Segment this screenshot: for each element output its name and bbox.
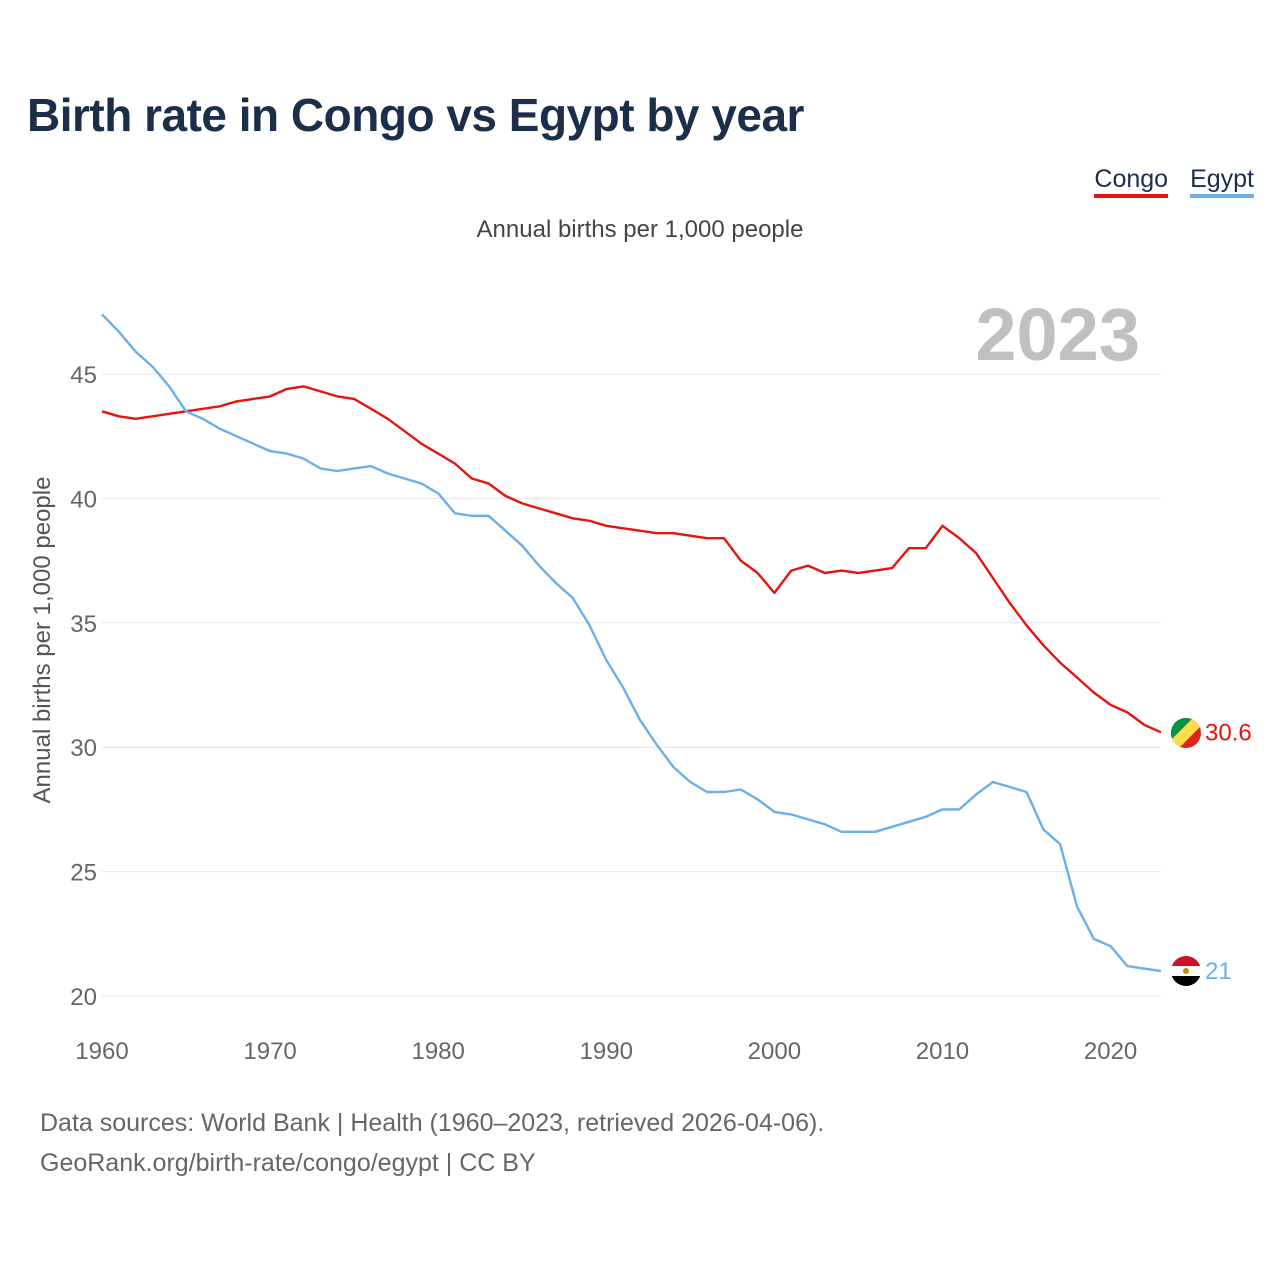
series-line-egypt[interactable]	[101, 313, 1162, 973]
legend-item-egypt[interactable]: Egypt	[1190, 165, 1254, 198]
x-tick-label: 2000	[748, 1038, 801, 1065]
x-axis: 1960 1970 1980 1990 2000 2010 2020	[75, 1038, 1137, 1065]
legend: Congo Egypt	[1094, 165, 1254, 198]
x-tick-label: 1980	[411, 1038, 464, 1065]
gridlines	[102, 373, 1161, 997]
series-line-congo[interactable]	[101, 385, 1162, 734]
y-tick-label: 20	[70, 984, 97, 1011]
y-tick-label: 30	[70, 735, 97, 762]
x-tick-label: 2010	[916, 1038, 969, 1065]
sources-line-1: Data sources: World Bank | Health (1960–…	[40, 1109, 825, 1137]
year-label: 2023	[975, 293, 1140, 376]
x-tick-label: 1990	[580, 1038, 633, 1065]
congo-flag-icon	[1171, 718, 1201, 748]
sources-line-2[interactable]: GeoRank.org/birth-rate/congo/egypt | CC …	[40, 1149, 536, 1177]
x-tick-label: 1960	[75, 1038, 128, 1065]
line-chart: 2023 20 25 30 35 40 45 1960 1970 1980 1990 2000 20…	[29, 293, 1252, 1065]
data-sources: Data sources: World Bank | Health (1960–…	[40, 1103, 824, 1183]
y-tick-label: 35	[70, 611, 97, 638]
legend-item-congo[interactable]: Congo	[1094, 165, 1169, 198]
egypt-flag-icon	[1171, 956, 1201, 986]
x-tick-label: 1970	[243, 1038, 296, 1065]
x-tick-label: 2020	[1084, 1038, 1137, 1065]
y-tick-label: 25	[70, 860, 97, 887]
y-tick-label: 40	[70, 486, 97, 513]
end-value-label-egypt: 21	[1205, 958, 1232, 985]
chart-title: Birth rate in Congo vs Egypt by year	[27, 89, 804, 141]
y-tick-label: 45	[70, 362, 97, 389]
series-lines: 30.6 21	[101, 313, 1252, 985]
y-axis: 20 25 30 35 40 45	[70, 362, 97, 1011]
chart-subtitle: Annual births per 1,000 people	[476, 216, 804, 243]
end-value-label-congo: 30.6	[1205, 719, 1252, 746]
y-axis-label: Annual births per 1,000 people	[29, 477, 56, 804]
